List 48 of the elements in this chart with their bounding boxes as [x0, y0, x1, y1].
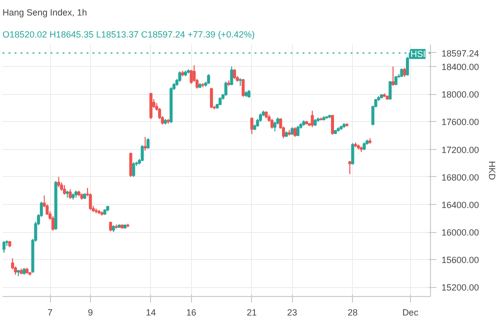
x-tick-label: 28: [348, 308, 358, 318]
candlestick: [62, 184, 66, 196]
candlestick: [51, 216, 54, 232]
candlestick: [224, 81, 228, 96]
y-tick-label: 17600.00: [442, 117, 480, 128]
chart-subtitle: O18520.02 H18645.35 L18513.37 C18597.24 +77.39 (+0.42%): [2, 30, 255, 40]
candlestick: [250, 117, 254, 135]
x-tick-label: 14: [146, 308, 156, 318]
candlestick: [392, 66, 395, 86]
x-tick-label: 21: [246, 308, 257, 318]
candlestick: [144, 136, 147, 152]
x-tick-label: 9: [88, 308, 93, 318]
candlestick: [294, 126, 297, 138]
x-tick-label: Dec: [402, 308, 419, 318]
candlestick: [129, 152, 132, 178]
y-tick-label: 16000.00: [442, 228, 480, 238]
candlestick: [178, 70, 182, 82]
candlestick: [230, 66, 234, 86]
candlestick: [310, 110, 314, 128]
candlestick: [388, 80, 392, 100]
candlestick: [2, 240, 6, 254]
candlestick: [132, 162, 136, 178]
candlestick: [270, 118, 274, 130]
y-tick-label: 17200.00: [442, 144, 480, 155]
candlestick: [351, 142, 354, 165]
y-axis-title: HKD: [487, 161, 498, 180]
candlestick: [109, 221, 112, 232]
candlestick: [242, 78, 245, 98]
y-tick-label: 16800.00: [442, 172, 480, 182]
chart-title: Hang Seng Index, 1h: [2, 8, 88, 18]
annotation: HSI: [410, 48, 426, 59]
y-tick-label: 16400.00: [442, 200, 480, 210]
candlestick: [140, 144, 144, 162]
y-tick-label: 15600.00: [442, 255, 480, 266]
candlestick: [68, 188, 72, 200]
x-tick-label: 7: [48, 308, 53, 318]
x-tick-label: 16: [186, 308, 196, 318]
y-tick-label: 18400.00: [442, 62, 480, 72]
candlestick: [348, 160, 352, 175]
candlestick: [273, 121, 276, 132]
candlestick: [210, 87, 213, 108]
y-tick-label: 15200.00: [442, 282, 480, 293]
candlestick: [57, 176, 60, 188]
x-tick-label: 23: [287, 308, 298, 318]
y-tick-label: 18000.00: [442, 90, 480, 100]
candlestick: [331, 114, 334, 136]
ref-line-label: 18597.24: [442, 48, 480, 58]
candlestick: [207, 74, 210, 84]
